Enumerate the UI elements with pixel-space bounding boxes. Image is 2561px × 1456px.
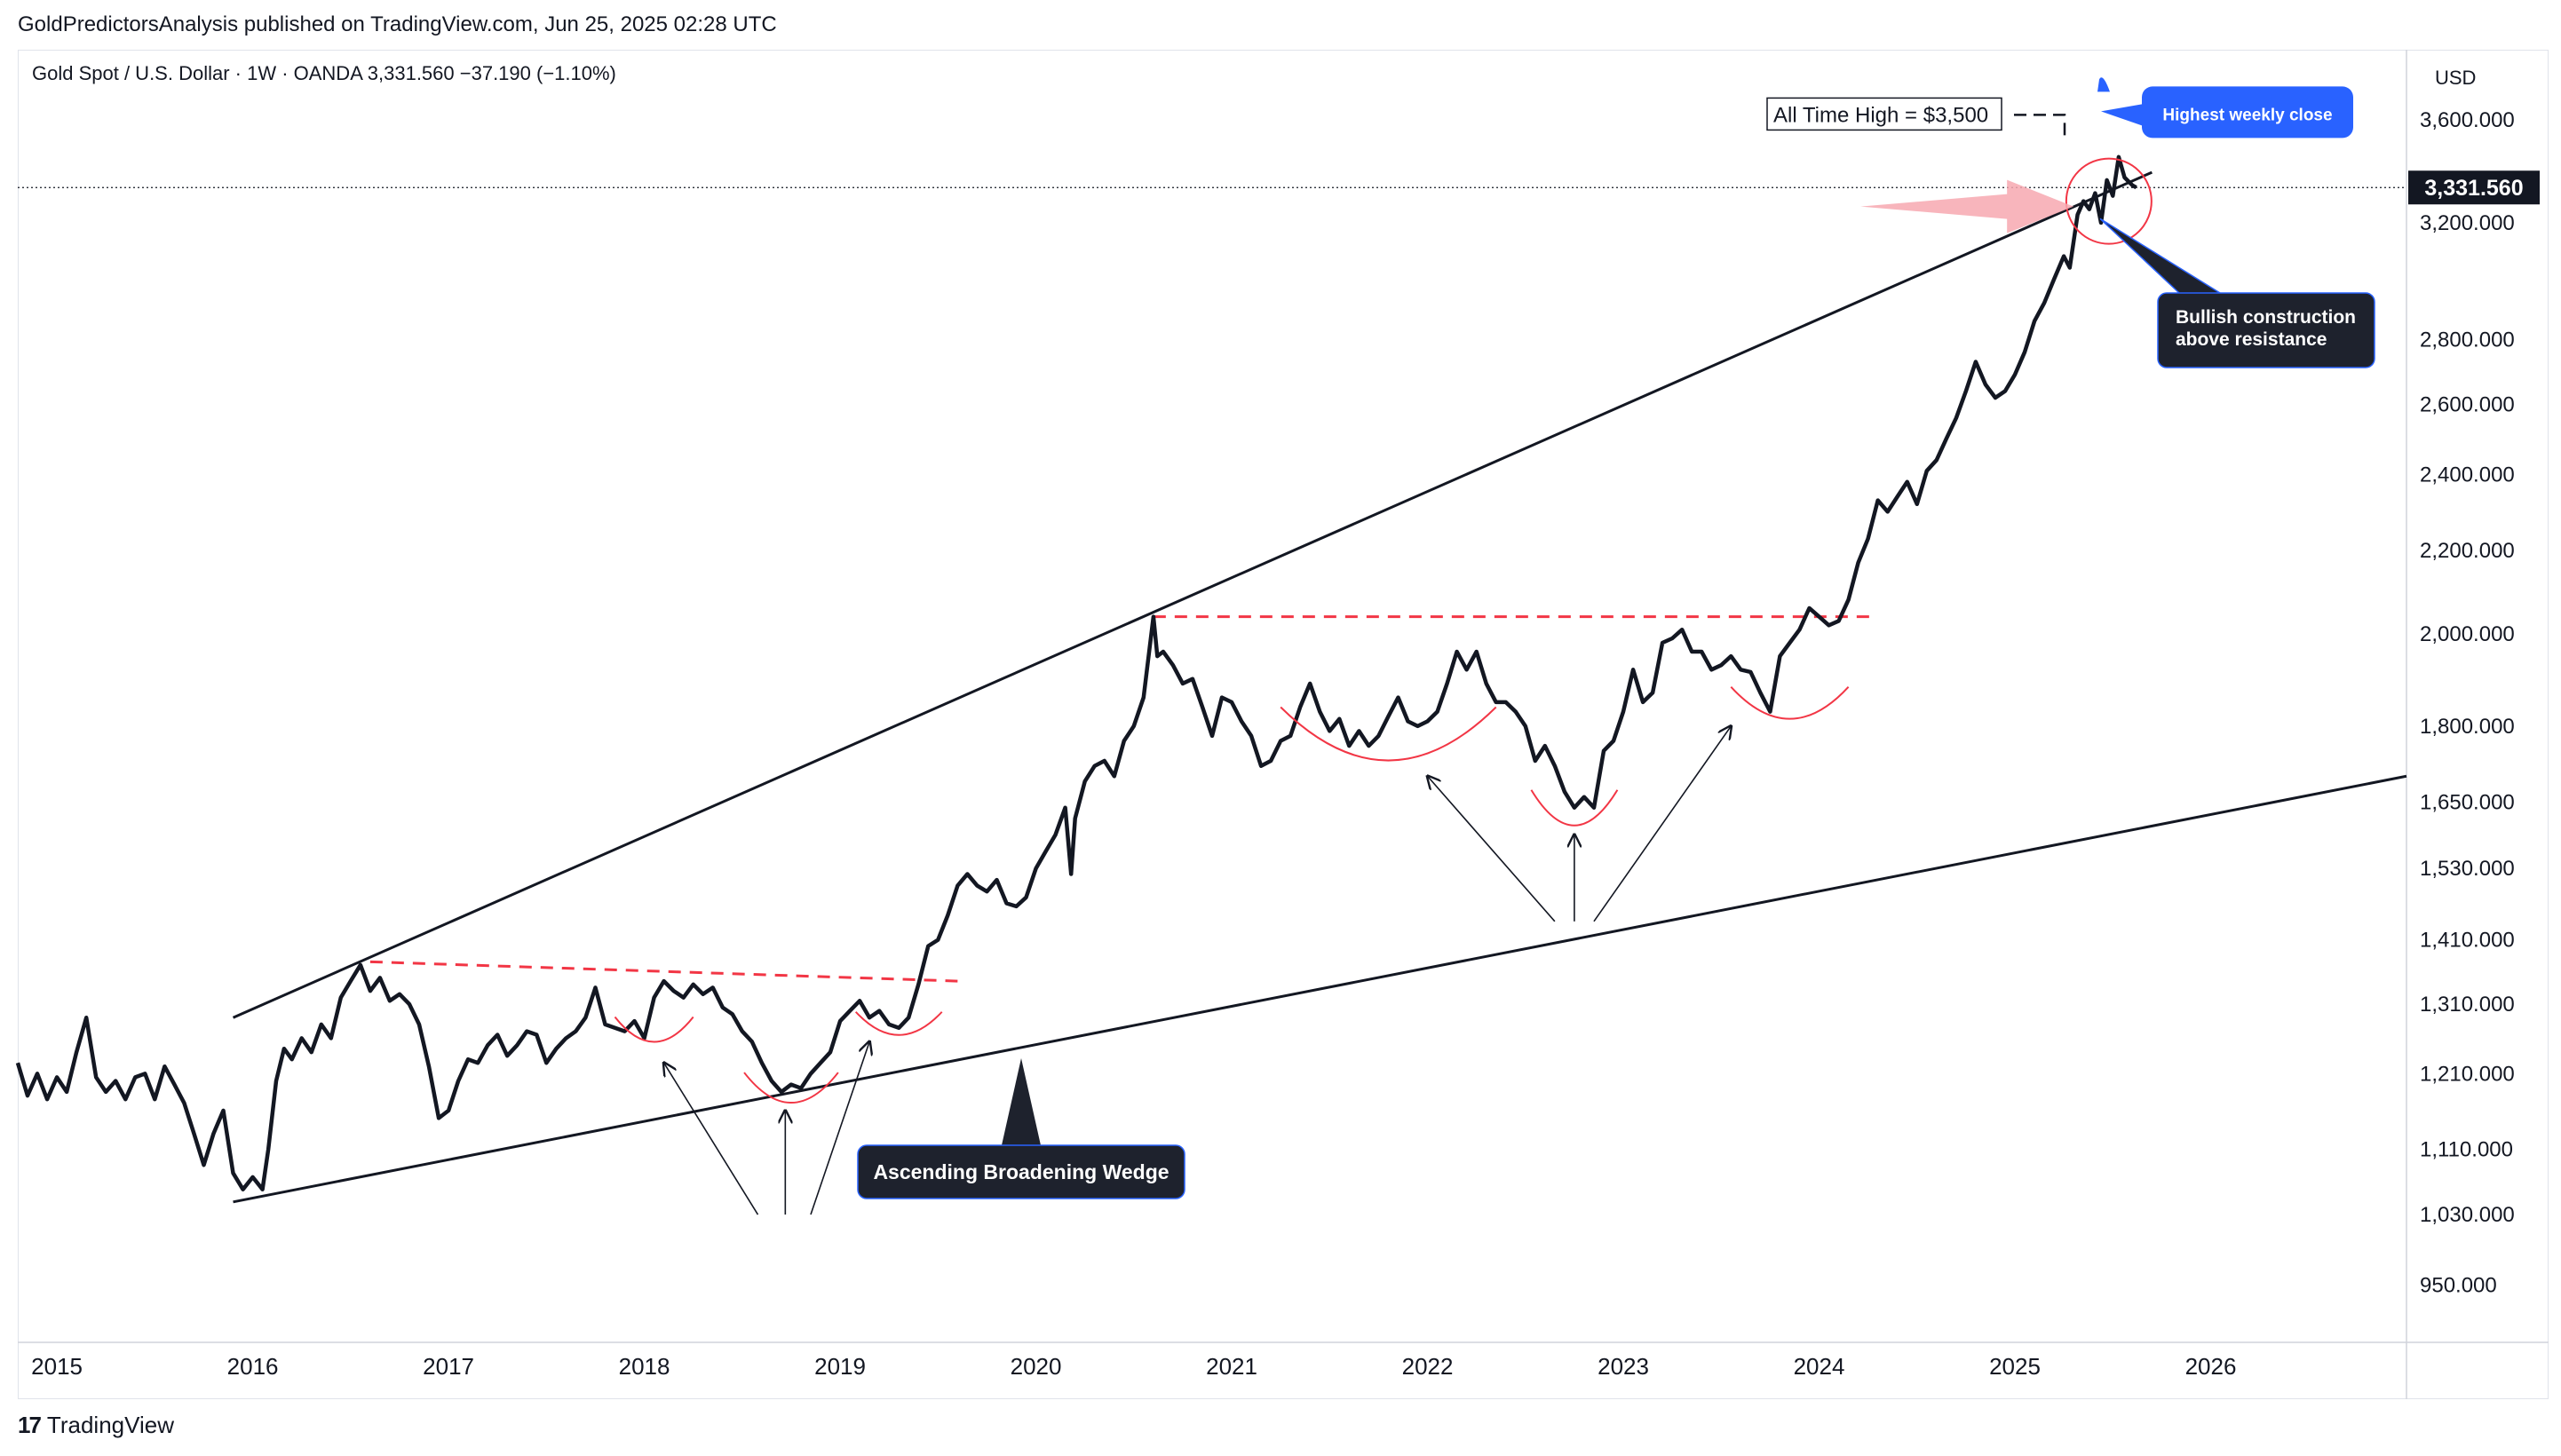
annotation-layer: All Time High = $3,500 Highest weekly clo… <box>614 77 2375 1215</box>
ath-label: All Time High = $3,500 <box>1773 103 1988 127</box>
x-tick-label: 2022 <box>1402 1353 1454 1380</box>
pink-pointer-arrow <box>1860 179 2074 233</box>
wedge-upper-trendline <box>232 170 2153 1019</box>
wedge-callout-label: Ascending Broadening Wedge <box>873 1160 1169 1183</box>
symbol-line: Gold Spot / U.S. Dollar · 1W · OANDA 3,3… <box>32 62 616 84</box>
y-tick-label: 1,030.000 <box>2420 1203 2515 1227</box>
y-tick-label: 1,210.000 <box>2420 1062 2515 1086</box>
x-tick-label: 2026 <box>2185 1353 2237 1380</box>
y-tick-label: 1,530.000 <box>2420 857 2515 881</box>
pattern-arrow <box>1428 776 1556 922</box>
x-tick-label: 2020 <box>1011 1353 1062 1380</box>
chart-frame <box>18 50 2549 1399</box>
rounded-bottom-arc <box>854 1011 943 1036</box>
rounded-bottom-arc <box>614 1016 694 1043</box>
tradingview-logo-icon: 17 <box>18 1412 42 1438</box>
publish-line: GoldPredictorsAnalysis published on Trad… <box>18 12 777 36</box>
highest-weekly-close-label: Highest weekly close <box>2162 106 2332 124</box>
y-tick-label: 2,400.000 <box>2420 463 2515 487</box>
tradingview-brand-name: TradingView <box>46 1412 174 1438</box>
x-tick-label: 2021 <box>1206 1353 1257 1380</box>
pattern-arrow <box>664 1063 759 1215</box>
currency-label: USD <box>2435 67 2476 89</box>
y-tick-label: 2,200.000 <box>2420 539 2515 563</box>
bullish-callout-line1: Bullish construction <box>2176 307 2356 328</box>
rounded-bottom-arc <box>1730 685 1850 720</box>
blue-callout-box <box>2142 86 2353 138</box>
y-tick-label: 1,310.000 <box>2420 993 2515 1017</box>
x-tick-label: 2024 <box>1794 1353 1845 1380</box>
rounded-bottom-arc <box>743 1072 839 1104</box>
x-tick-label: 2025 <box>1989 1353 2041 1380</box>
bullish-callout-pointer <box>2099 218 2221 294</box>
x-tick-label: 2018 <box>619 1353 670 1380</box>
y-axis[interactable]: USD 3,600.000 3,200.000 2,800.000 2,600.000 2… <box>2408 67 2540 1298</box>
blue-callout-tail <box>2097 77 2110 92</box>
pattern-arrow <box>1593 726 1731 922</box>
y-tick-label: 2,800.000 <box>2420 328 2515 352</box>
last-price-tag <box>2408 170 2540 205</box>
y-tick-label: 1,410.000 <box>2420 929 2515 953</box>
axis-separators <box>18 50 2549 1399</box>
y-tick-label: 3,600.000 <box>2420 108 2515 132</box>
ath-label-box <box>1766 97 2002 131</box>
blue-callout-pointer <box>2101 104 2142 126</box>
trendline-layer <box>232 170 2407 1204</box>
y-tick-label: 1,110.000 <box>2420 1137 2513 1161</box>
footer-brand[interactable]: 17 TradingView <box>18 1412 174 1439</box>
price-series-line <box>15 154 2137 1191</box>
series-layer <box>15 154 2137 1191</box>
last-price-label: 3,331.560 <box>2424 176 2523 201</box>
y-tick-label: 2,600.000 <box>2420 393 2515 417</box>
x-axis[interactable]: 2015 2016 2017 2018 2019 2020 2021 2022 2023 2024… <box>31 1353 2236 1380</box>
resistance-2018-dashed <box>369 960 958 983</box>
top-highlight-circle <box>2065 157 2153 245</box>
x-tick-label: 2016 <box>227 1353 279 1380</box>
y-tick-label: 950.000 <box>2420 1274 2497 1298</box>
x-tick-label: 2019 <box>814 1353 866 1380</box>
wedge-callout-box <box>857 1144 1185 1199</box>
rounded-bottom-arc <box>1530 789 1619 827</box>
rounded-bottom-arc <box>1280 706 1497 762</box>
wedge-lower-trendline <box>233 774 2407 1204</box>
y-tick-label: 2,000.000 <box>2420 622 2515 646</box>
y-tick-label: 1,650.000 <box>2420 791 2515 815</box>
bullish-callout-line2: above resistance <box>2176 329 2327 350</box>
y-tick-label: 3,200.000 <box>2420 211 2515 235</box>
bullish-callout-box <box>2157 292 2375 368</box>
pattern-arrow <box>810 1041 869 1215</box>
x-tick-label: 2015 <box>31 1353 83 1380</box>
ath-leader-dashed <box>2014 114 2066 142</box>
y-tick-label: 1,800.000 <box>2420 715 2515 739</box>
wedge-callout-pointer <box>1002 1058 1041 1145</box>
x-tick-label: 2017 <box>423 1353 474 1380</box>
x-tick-label: 2023 <box>1598 1353 1649 1380</box>
